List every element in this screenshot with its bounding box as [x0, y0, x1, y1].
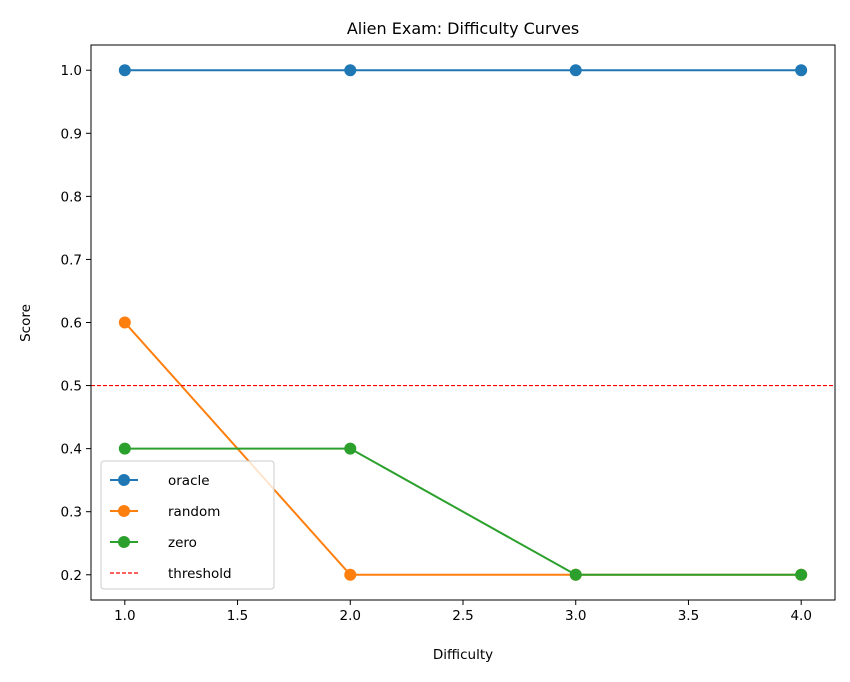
y-tick-label: 1.0: [61, 63, 82, 79]
legend-label-threshold: threshold: [168, 566, 232, 582]
data-point-random: [344, 568, 357, 581]
x-tick-label: 2.0: [340, 608, 361, 624]
x-tick-label: 3.5: [678, 608, 699, 624]
y-tick-label: 0.7: [61, 252, 82, 268]
legend-label-random: random: [168, 504, 220, 520]
data-point-zero: [118, 442, 131, 455]
data-point-oracle: [795, 64, 808, 77]
y-tick-label: 0.8: [61, 189, 82, 205]
y-axis-label: Score: [18, 304, 34, 342]
axes-frame: [90, 44, 836, 601]
x-tick-label: 3.0: [565, 608, 586, 624]
y-tick-label: 0.9: [61, 126, 82, 142]
x-tick-label: 1.0: [114, 608, 135, 624]
y-tick-label: 0.3: [61, 505, 82, 521]
x-tick-label: 2.5: [452, 608, 473, 624]
legend-label-oracle: oracle: [168, 473, 210, 489]
y-tick-label: 0.2: [61, 568, 82, 584]
x-axis-label: Difficulty: [433, 647, 493, 663]
legend-box: [100, 460, 275, 590]
y-tick-label: 0.5: [61, 379, 82, 395]
x-tick-label: 1.5: [227, 608, 248, 624]
legend-label-zero: zero: [168, 535, 197, 551]
data-point-oracle: [344, 64, 357, 77]
data-point-zero: [569, 568, 582, 581]
data-point-random: [118, 316, 131, 329]
series-line-zero: [124, 447, 802, 576]
legend-marker-oracle: [118, 474, 130, 486]
data-point-oracle: [569, 64, 582, 77]
x-tick-label: 4.0: [790, 608, 811, 624]
legend-marker-zero: [118, 536, 130, 548]
data-point-zero: [795, 568, 808, 581]
data-point-zero: [344, 442, 357, 455]
y-tick-label: 0.4: [61, 442, 82, 458]
legend-marker-random: [118, 505, 130, 517]
y-tick-label: 0.6: [61, 316, 82, 332]
data-point-oracle: [118, 64, 131, 77]
legend: oracle random zero threshold: [100, 460, 275, 590]
chart-title: Alien Exam: Difficulty Curves: [347, 19, 579, 38]
